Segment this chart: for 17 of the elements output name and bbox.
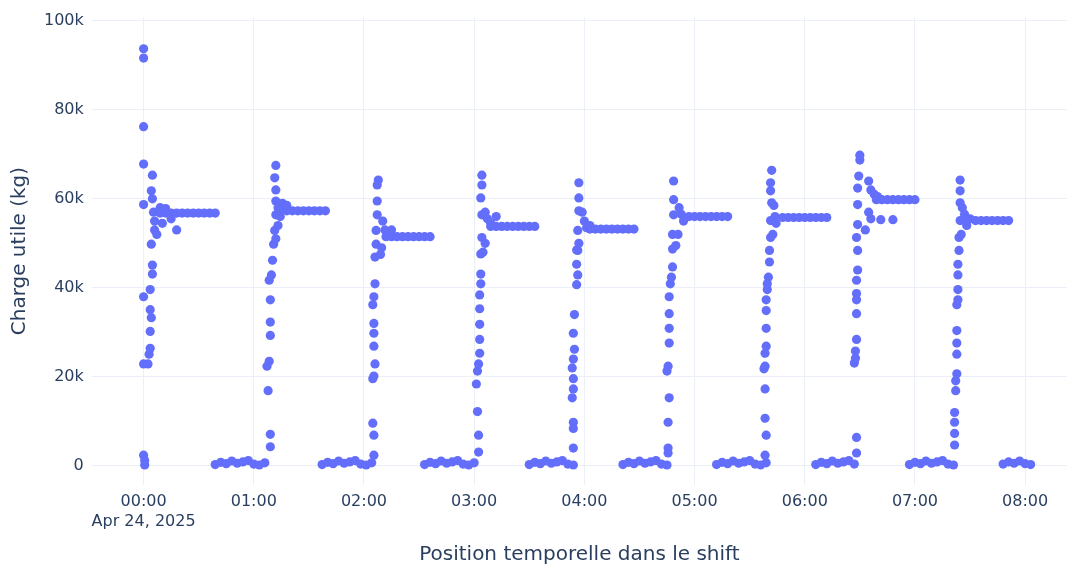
- y-tick-label: 60k: [54, 187, 85, 207]
- x-tick-label: 06:00: [781, 491, 828, 511]
- x-tick-label: 05:00: [671, 491, 718, 511]
- y-tick-label: 40k: [54, 276, 85, 296]
- y-tick-label: 100k: [43, 9, 85, 29]
- y-tick-label: 0: [73, 455, 84, 475]
- y-tick-label: 20k: [54, 366, 85, 386]
- x-tick-label: 03:00: [451, 491, 498, 511]
- x-tick-label: 00:00 Apr 24, 2025: [91, 491, 196, 530]
- x-tick-label: 01:00: [230, 491, 277, 511]
- x-axis-title: Position temporelle dans le shift: [419, 541, 740, 566]
- x-tick-label: 02:00: [340, 491, 388, 511]
- x-tick-label: 08:00: [1002, 491, 1049, 511]
- y-axis-title: Charge utile (kg): [6, 166, 31, 336]
- y-tick-label: 80k: [54, 98, 85, 118]
- x-tick-label: 04:00: [561, 491, 608, 511]
- x-tick-label: 07:00: [891, 491, 938, 511]
